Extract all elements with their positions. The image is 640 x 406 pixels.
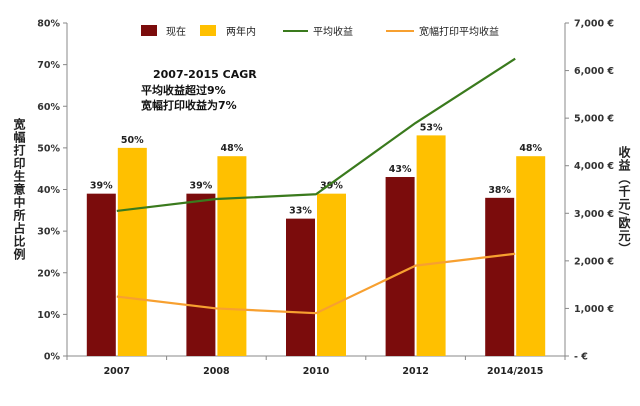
category-labels: 2007 2008 2010 2012 2014/2015 (66, 356, 566, 377)
bar (485, 197, 515, 356)
right-tick-label: 6,000 € (574, 66, 614, 77)
bar (286, 218, 315, 356)
right-axis-title: 收益（千元/欧元） (617, 145, 631, 256)
left-tick-label: 30% (37, 227, 60, 238)
bar (416, 135, 446, 356)
left-tick-label: 70% (37, 60, 60, 71)
bar-data-label: 48% (221, 143, 244, 154)
category-label: 2007 (104, 366, 130, 377)
category-label: 2010 (303, 366, 330, 377)
annotation-line-3: 宽幅打印收益为7% (140, 98, 237, 112)
annotation-line-2: 平均收益超过9% (141, 83, 226, 97)
legend-label-two-years: 两年内 (226, 25, 256, 38)
left-tick-label: 50% (37, 143, 60, 154)
category-label: 2008 (203, 366, 230, 377)
bar-data-label: 43% (389, 164, 412, 175)
left-tick-label: 40% (37, 185, 60, 196)
bar (385, 177, 415, 356)
bar (217, 156, 247, 356)
legend-label-wide-avg-revenue: 宽幅打印平均收益 (419, 25, 499, 38)
legend-label-now: 现在 (166, 26, 186, 38)
bar (516, 156, 546, 356)
bar-data-label: 53% (420, 122, 443, 133)
legend-label-avg-revenue: 平均收益 (313, 25, 353, 38)
left-tick-label: 80% (37, 19, 60, 30)
lines (116, 57, 516, 315)
bars: 39% 39% 33% 43% 38% 50% 48% 39% 53% 48% (86, 122, 546, 356)
right-tick-label: 1,000 € (574, 304, 614, 315)
annotation-line-1: 2007-2015 CAGR (153, 68, 257, 81)
right-axis-ticks: - € 1,000 € 2,000 € 3,000 € 4,000 € 5,000 € 6,… (565, 19, 614, 363)
bar-data-label: 38% (488, 185, 511, 196)
right-tick-label: 4,000 € (574, 161, 614, 172)
legend-swatch-now (141, 25, 157, 36)
bar (117, 147, 147, 356)
right-tick-label: 5,000 € (574, 114, 614, 125)
left-tick-label: 20% (37, 268, 60, 279)
legend: 现在 两年内 平均收益 宽幅打印平均收益 (141, 25, 499, 38)
left-axis-ticks: 0% 10% 20% 30% 40% 50% 60% 70% 80% (37, 19, 67, 363)
bar-data-label: 50% (121, 135, 144, 146)
left-tick-label: 0% (44, 352, 61, 363)
series-line (116, 252, 516, 315)
right-tick-label: - € (574, 352, 588, 363)
left-axis-title: 宽幅打印生意中所占比例 (12, 117, 26, 261)
left-tick-label: 10% (37, 310, 60, 321)
bar-data-label: 48% (519, 143, 542, 154)
bar (317, 193, 346, 356)
series-line (116, 57, 516, 212)
right-tick-label: 7,000 € (574, 19, 614, 30)
right-tick-label: 2,000 € (574, 256, 614, 267)
bar-data-label: 33% (289, 206, 312, 217)
right-tick-label: 3,000 € (574, 209, 614, 220)
bar-data-label: 39% (190, 181, 213, 192)
left-tick-label: 60% (37, 102, 60, 113)
bar (186, 193, 216, 356)
bar-data-label: 39% (320, 181, 343, 192)
bar (86, 193, 116, 356)
bar-data-label: 39% (90, 181, 113, 192)
legend-swatch-two-years (200, 25, 216, 36)
annotation: 2007-2015 CAGR 平均收益超过9% 宽幅打印收益为7% (140, 68, 257, 112)
category-label: 2014/2015 (487, 366, 543, 377)
category-label: 2012 (402, 366, 428, 377)
